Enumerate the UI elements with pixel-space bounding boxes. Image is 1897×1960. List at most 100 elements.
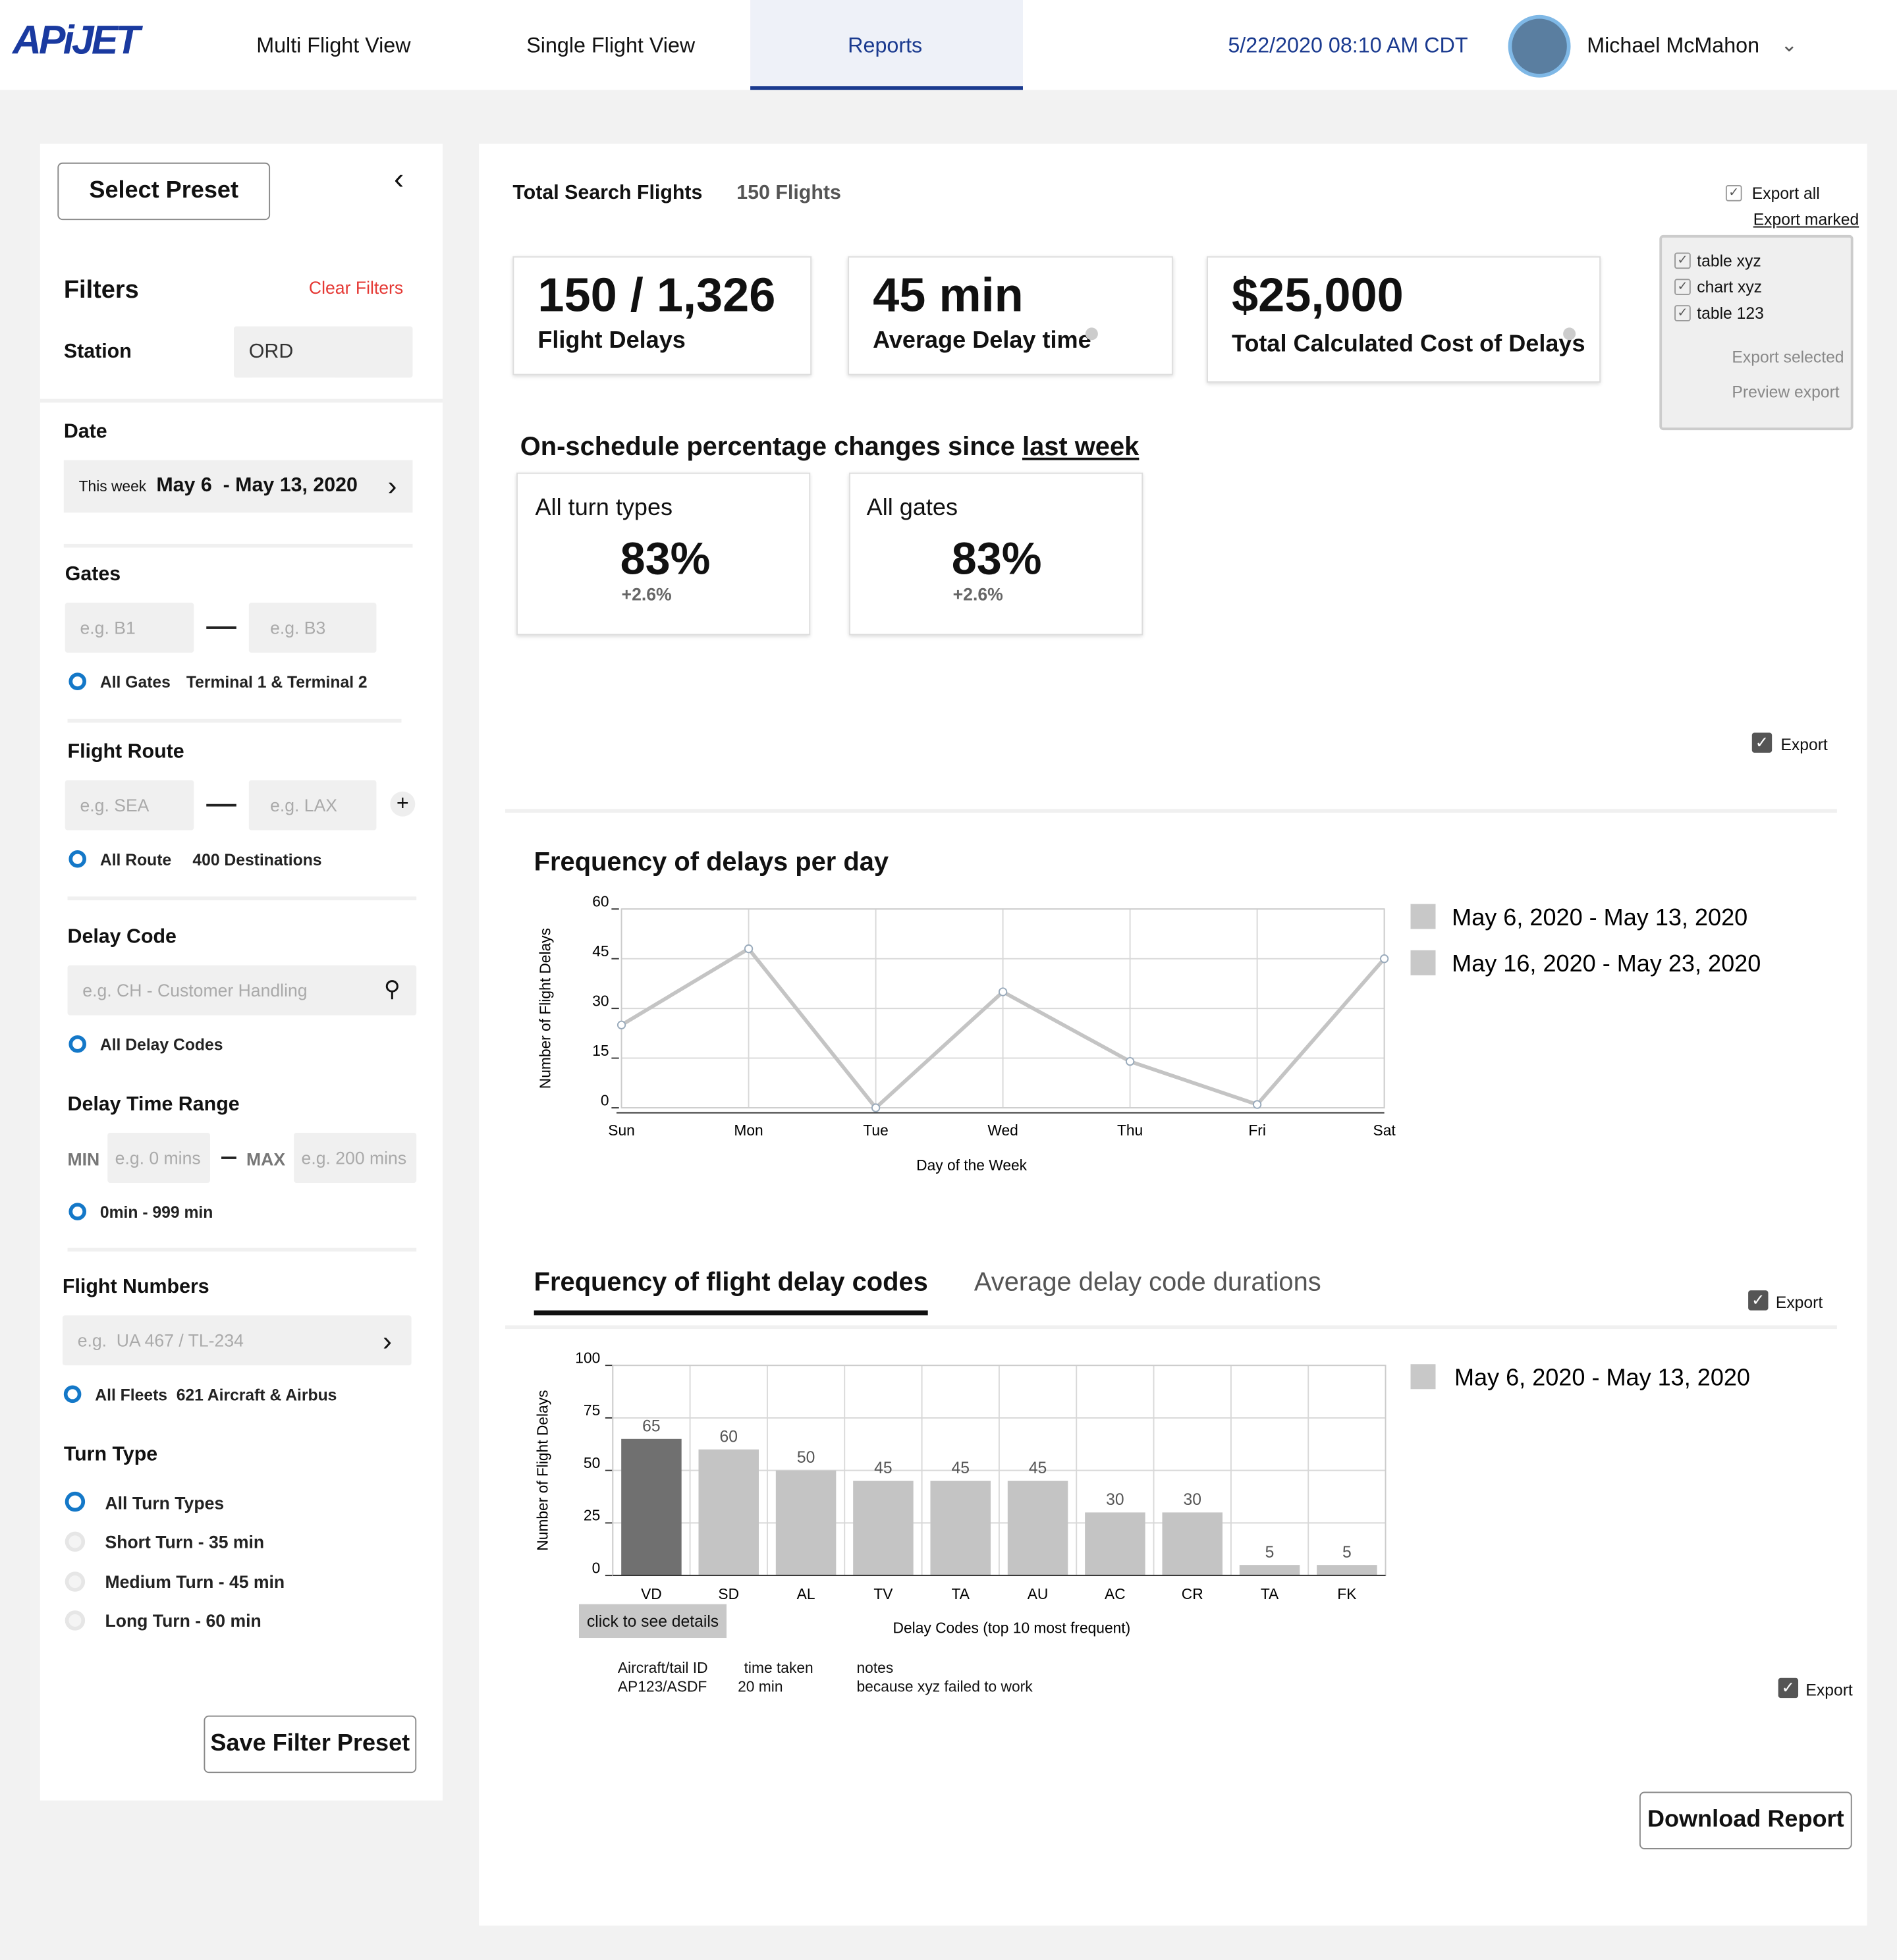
label: Date	[63, 421, 107, 443]
gate-from[interactable]: e.g. B1	[65, 603, 194, 653]
nav-tab[interactable]: Single Flight View	[526, 34, 696, 58]
chevron-icon[interactable]: ›	[382, 1325, 392, 1357]
percent-label: All turn types	[535, 495, 673, 522]
route-from[interactable]: e.g. SEA	[65, 780, 194, 830]
kpi-label: Average Delay time	[873, 327, 1091, 354]
y-tick-label: 30	[592, 992, 609, 1009]
flight-number-input[interactable]: e.g. UA 467 / TL-234	[62, 1315, 412, 1366]
checkbox[interactable]: ✓	[1748, 1290, 1769, 1311]
label: Delay Code	[67, 926, 177, 948]
max-input[interactable]: e.g. 200 mins	[294, 1133, 417, 1183]
y-tick-label: 15	[592, 1042, 609, 1059]
radio[interactable]	[65, 1491, 86, 1512]
checkbox[interactable]: ✓	[1778, 1677, 1799, 1699]
data-label: 50	[797, 1449, 815, 1467]
checkbox[interactable]: ✓	[1674, 305, 1691, 321]
link[interactable]: last week	[1022, 432, 1140, 462]
dash	[206, 803, 236, 807]
data-label: 30	[1183, 1491, 1201, 1509]
nav-tab[interactable]: Multi Flight View	[256, 34, 411, 58]
data-label: 45	[952, 1459, 970, 1477]
legend-swatch	[1410, 904, 1436, 929]
total-value: 150 Flights	[736, 182, 841, 204]
add-route[interactable]: +	[390, 791, 416, 817]
nav-tab[interactable]: Reports	[848, 34, 923, 58]
radio[interactable]	[65, 1531, 86, 1552]
info-icon[interactable]	[1085, 327, 1098, 340]
min-input[interactable]: e.g. 0 mins	[107, 1133, 210, 1183]
download-report[interactable]: Download Report	[1639, 1791, 1852, 1849]
export[interactable]: Export	[1780, 735, 1828, 754]
radio[interactable]	[69, 1035, 86, 1053]
point	[617, 1020, 626, 1029]
radio[interactable]	[65, 1571, 86, 1592]
kpi-value: 45 min	[873, 270, 1024, 323]
preview-export[interactable]: Preview export	[1732, 382, 1840, 402]
point	[871, 1103, 881, 1112]
export[interactable]: Export	[1775, 1293, 1823, 1312]
tooltip[interactable]: click to see details	[579, 1604, 727, 1639]
x-tick-label: TA	[1261, 1585, 1279, 1602]
x-tick-label: TV	[873, 1585, 893, 1602]
checkbox[interactable]: ✓	[1674, 252, 1691, 269]
station-input[interactable]: ORD	[234, 326, 413, 378]
save-preset[interactable]: Save Filter Preset	[204, 1715, 417, 1774]
dash	[221, 1157, 236, 1159]
separator	[505, 809, 1837, 813]
export-marked[interactable]: Export marked	[1753, 209, 1859, 229]
export[interactable]: Export	[1805, 1680, 1853, 1700]
x-axis-label: Delay Codes (top 10 most frequent)	[893, 1619, 1131, 1636]
select-preset[interactable]: Select Preset	[57, 162, 271, 221]
x-tick-label: Tue	[863, 1122, 888, 1139]
radio[interactable]	[69, 672, 86, 690]
radio[interactable]	[65, 1610, 86, 1631]
date-input[interactable]	[63, 460, 413, 513]
gate-to[interactable]: e.g. B3	[248, 603, 377, 653]
dropdown-icon[interactable]: ⌄	[1780, 35, 1798, 57]
data-label: 5	[1342, 1544, 1352, 1562]
text: On-schedule percentage changes since	[520, 432, 1022, 462]
percent-label: All gates	[866, 495, 958, 522]
data-label: 60	[720, 1428, 738, 1446]
x-tick-label: Thu	[1117, 1122, 1143, 1139]
route-to[interactable]: e.g. LAX	[248, 780, 377, 830]
export-item[interactable]: chart xyz	[1697, 277, 1763, 296]
chart-tab[interactable]: Frequency of flight delay codes	[534, 1268, 928, 1316]
x-tick-label: CR	[1182, 1585, 1203, 1602]
search-icon[interactable]: ⚲	[383, 976, 400, 1002]
detail-label: time taken	[744, 1659, 813, 1677]
radio[interactable]	[69, 850, 86, 868]
user-name[interactable]: Michael McMahon	[1587, 34, 1760, 58]
export-selected[interactable]: Export selected	[1732, 347, 1844, 367]
logo[interactable]: APiJET	[12, 17, 140, 63]
avatar[interactable]	[1508, 14, 1571, 78]
separator	[40, 398, 443, 403]
radio[interactable]	[69, 1203, 86, 1220]
x-tick-label: AU	[1028, 1585, 1049, 1602]
separator	[67, 1247, 417, 1252]
kpi-label: Total Calculated Cost of Delays	[1232, 331, 1585, 358]
point	[744, 944, 754, 954]
point	[1125, 1056, 1135, 1066]
chart-tab[interactable]: Average delay code durations	[974, 1268, 1321, 1297]
checkbox[interactable]: ✓	[1751, 732, 1773, 753]
export-item[interactable]: table 123	[1697, 304, 1764, 323]
delay-code-search[interactable]: e.g. CH - Customer Handling	[67, 965, 417, 1016]
radio[interactable]	[63, 1385, 82, 1403]
x-axis-label: Day of the Week	[916, 1157, 1027, 1174]
x-tick-label: VD	[641, 1585, 662, 1602]
clear-filters[interactable]: Clear Filters	[308, 277, 404, 298]
export-all[interactable]: Export all	[1751, 184, 1820, 203]
plot-frame	[620, 908, 1385, 1109]
y-tick-label: 45	[592, 942, 609, 960]
info-icon[interactable]	[1563, 327, 1576, 340]
checkbox[interactable]: ✓	[1674, 279, 1691, 296]
export-item[interactable]: table xyz	[1697, 251, 1761, 271]
collapse-icon[interactable]: ‹	[394, 162, 404, 197]
checkbox[interactable]: ✓	[1725, 184, 1742, 202]
detail-label: notes	[856, 1659, 894, 1677]
bar	[621, 1438, 682, 1576]
chevron-icon[interactable]: ›	[387, 470, 397, 502]
y-tick-label: 0	[601, 1091, 609, 1108]
